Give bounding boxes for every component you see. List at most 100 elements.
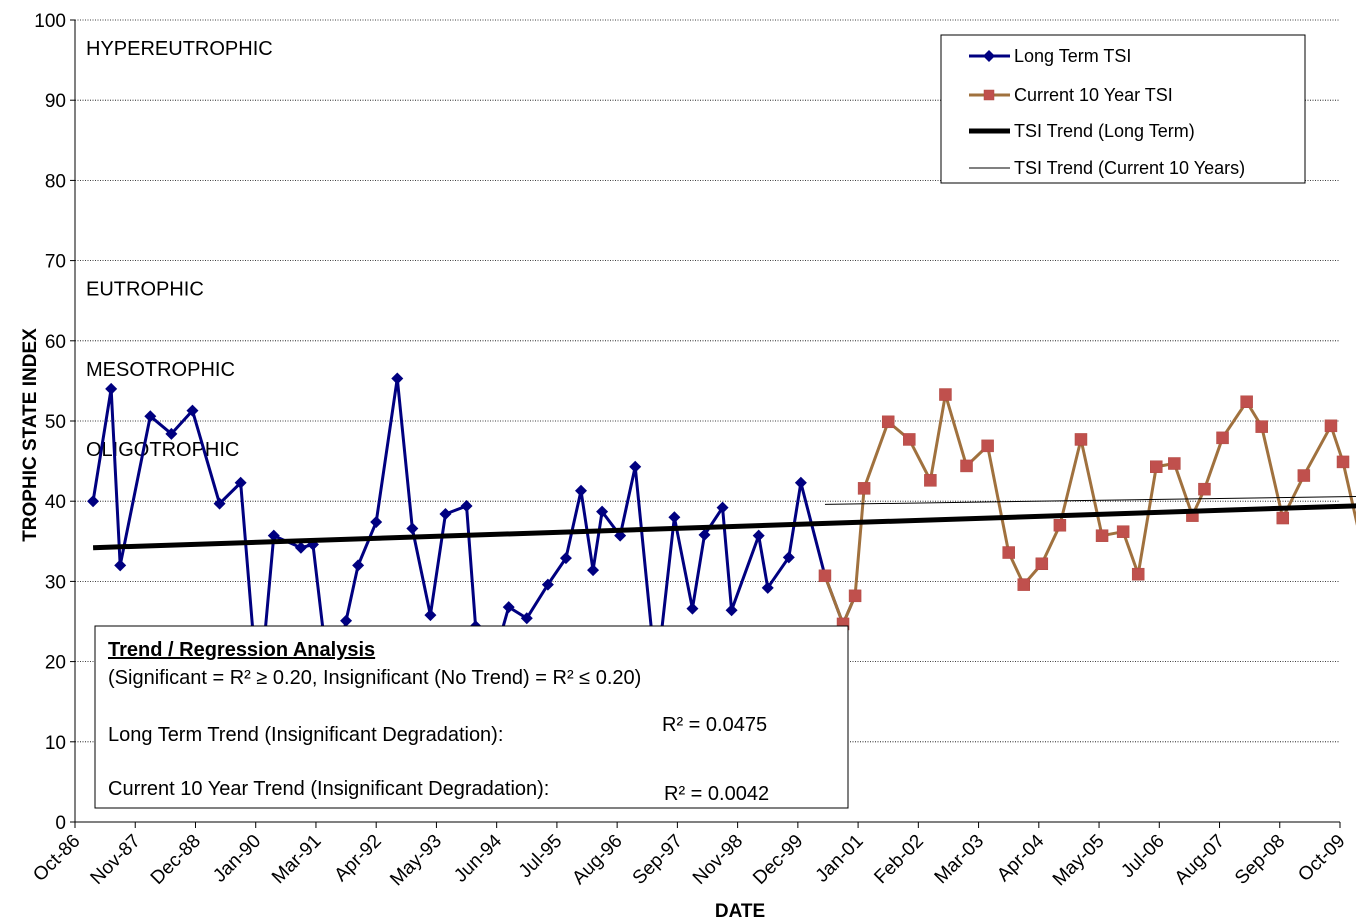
legend-item-trend-current: TSI Trend (Current 10 Years) (969, 158, 1245, 178)
current-10-year-tsi-point (1002, 546, 1015, 559)
long-term-r2: R² = 0.0475 (662, 714, 767, 736)
zone-label: EUTROPHIC (86, 279, 204, 301)
current-10-year-tsi-point (1095, 529, 1109, 542)
current-10-year-tsi-point (881, 415, 895, 429)
current-10-year-tsi-point (1150, 460, 1163, 473)
long-term-tsi-point (186, 404, 199, 417)
current-10-year-tsi-line (823, 394, 1356, 628)
y-tick-label: 20 (45, 653, 66, 674)
x-tick-label: Jul-06 (1117, 831, 1168, 882)
current-10-year-tsi-point (1297, 469, 1311, 482)
long-term-tsi-point (460, 500, 473, 513)
legend-label: TSI Trend (Current 10 Years) (1014, 158, 1245, 178)
y-tick-labels: 0 10 20 30 40 50 60 70 80 90 100 (34, 11, 66, 834)
current-10-year-tsi-point (1168, 457, 1181, 470)
x-tick-label: Apr-04 (993, 830, 1048, 885)
current-10-year-tsi-point (939, 388, 952, 401)
x-tick-label: May-93 (386, 831, 446, 891)
current-10-year-tsi-point (1276, 511, 1290, 525)
long-term-tsi-point (596, 505, 609, 518)
long-term-tsi-point (502, 601, 515, 614)
legend-box (940, 34, 1306, 184)
current-10-year-tsi-point (1198, 482, 1211, 496)
x-tick-label: Dec-99 (749, 831, 807, 889)
current-10-year-tsi-point (1074, 433, 1088, 446)
x-tick-label: Aug-96 (568, 831, 626, 889)
long-term-tsi-point (114, 559, 127, 572)
regression-box-frame (94, 625, 849, 809)
x-tick-label: Nov-87 (87, 831, 145, 889)
legend-item-current-10-year-tsi: Current 10 Year TSI (969, 85, 1173, 105)
long-term-tsi-point (294, 541, 307, 554)
trophic-zone-labels: HYPEREUTROPHIC EUTROPHIC MESOTROPHIC OLIGOT… (86, 38, 273, 461)
y-tick-label: 40 (45, 492, 66, 513)
long-term-tsi-point (725, 604, 738, 617)
legend-label: TSI Trend (Long Term) (1014, 121, 1195, 141)
zone-label: MESOTROPHIC (86, 359, 235, 381)
long-term-tsi-point (559, 552, 572, 565)
y-tick-label: 80 (45, 171, 66, 192)
y-tick-label: 50 (45, 412, 66, 433)
trend-lines (92, 495, 1356, 551)
current-10-year-tsi-point (1053, 519, 1067, 532)
long-term-tsi-point (144, 410, 157, 423)
regression-title: Trend / Regression Analysis (108, 639, 375, 661)
current-10-year-tsi-point (924, 474, 937, 487)
x-tick-label: Mar-91 (268, 831, 325, 888)
x-tick-label: Oct-86 (29, 831, 84, 886)
y-tick-label: 100 (34, 11, 66, 32)
trend-line-long-term (92, 503, 1356, 551)
y-axis-title: TROPHIC STATE INDEX (20, 328, 41, 542)
long-term-tsi-point (587, 564, 600, 577)
x-tick-label: Mar-03 (931, 831, 988, 888)
x-tick-label: Jul-95 (515, 831, 566, 882)
long-term-tsi-point (686, 602, 699, 615)
legend-item-trend-long-term: TSI Trend (Long Term) (969, 121, 1195, 141)
current-10-year-tsi-point (960, 459, 973, 473)
current-10-year-tsi-point (1336, 455, 1350, 469)
legend-diamond-marker (983, 50, 995, 62)
long-term-tsi-point (391, 372, 404, 385)
x-tick-label: Feb-02 (870, 831, 927, 888)
x-tick-label: Aug-07 (1171, 831, 1229, 889)
current-10-year-tsi-point (903, 433, 916, 446)
current-r2: R² = 0.0042 (664, 783, 769, 805)
y-tick-label: 60 (45, 332, 66, 353)
long-term-tsi-point (716, 501, 729, 514)
long-term-tsi-point (520, 612, 533, 625)
current-10-year-tsi-point (818, 569, 832, 583)
y-tick-label: 70 (45, 252, 66, 273)
x-tick-label: Sep-08 (1231, 831, 1289, 889)
regression-analysis-box: Trend / Regression Analysis (Significant… (94, 625, 849, 809)
long-term-trend-label: Long Term Trend (Insignificant Degradati… (108, 724, 503, 746)
long-term-tsi-point (698, 528, 711, 541)
current-10-year-tsi-point (857, 482, 871, 495)
long-term-tsi-point (752, 529, 765, 542)
x-tick-label: May-05 (1049, 831, 1109, 891)
x-tick-label: Sep-97 (629, 831, 687, 889)
current-10-year-tsi-point (848, 589, 862, 603)
x-tick-label: Apr-92 (331, 831, 386, 886)
x-tick-labels: Oct-86 Nov-87 Dec-88 Jan-90 Mar-91 Apr-92 May-… (29, 830, 1349, 890)
zone-label: OLIGOTROPHIC (86, 439, 239, 461)
legend-label: Long Term TSI (1014, 46, 1131, 66)
y-tick-label: 30 (45, 572, 66, 593)
regression-criteria: (Significant = R² ≥ 0.20, Insignificant … (108, 667, 641, 689)
current-10-year-tsi-point (1017, 578, 1030, 591)
long-term-tsi-point (575, 484, 587, 497)
x-tick-label: Oct-09 (1294, 831, 1349, 886)
long-term-tsi-point (406, 522, 419, 535)
trend-line-current-10-years (824, 495, 1356, 505)
y-tick-label: 0 (55, 813, 66, 834)
y-tick-label: 90 (45, 91, 66, 112)
long-term-tsi-point (370, 516, 383, 529)
long-term-tsi-point (424, 609, 437, 622)
long-term-tsi-point (165, 427, 178, 440)
x-tick-label: Nov-98 (689, 831, 747, 889)
current-trend-label: Current 10 Year Trend (Insignificant Deg… (108, 778, 549, 800)
long-term-tsi-point (267, 529, 280, 542)
long-term-tsi-point (340, 614, 353, 627)
zone-label: HYPEREUTROPHIC (86, 38, 273, 60)
long-term-tsi-point (105, 382, 118, 395)
legend-item-long-term-tsi: Long Term TSI (969, 46, 1131, 66)
